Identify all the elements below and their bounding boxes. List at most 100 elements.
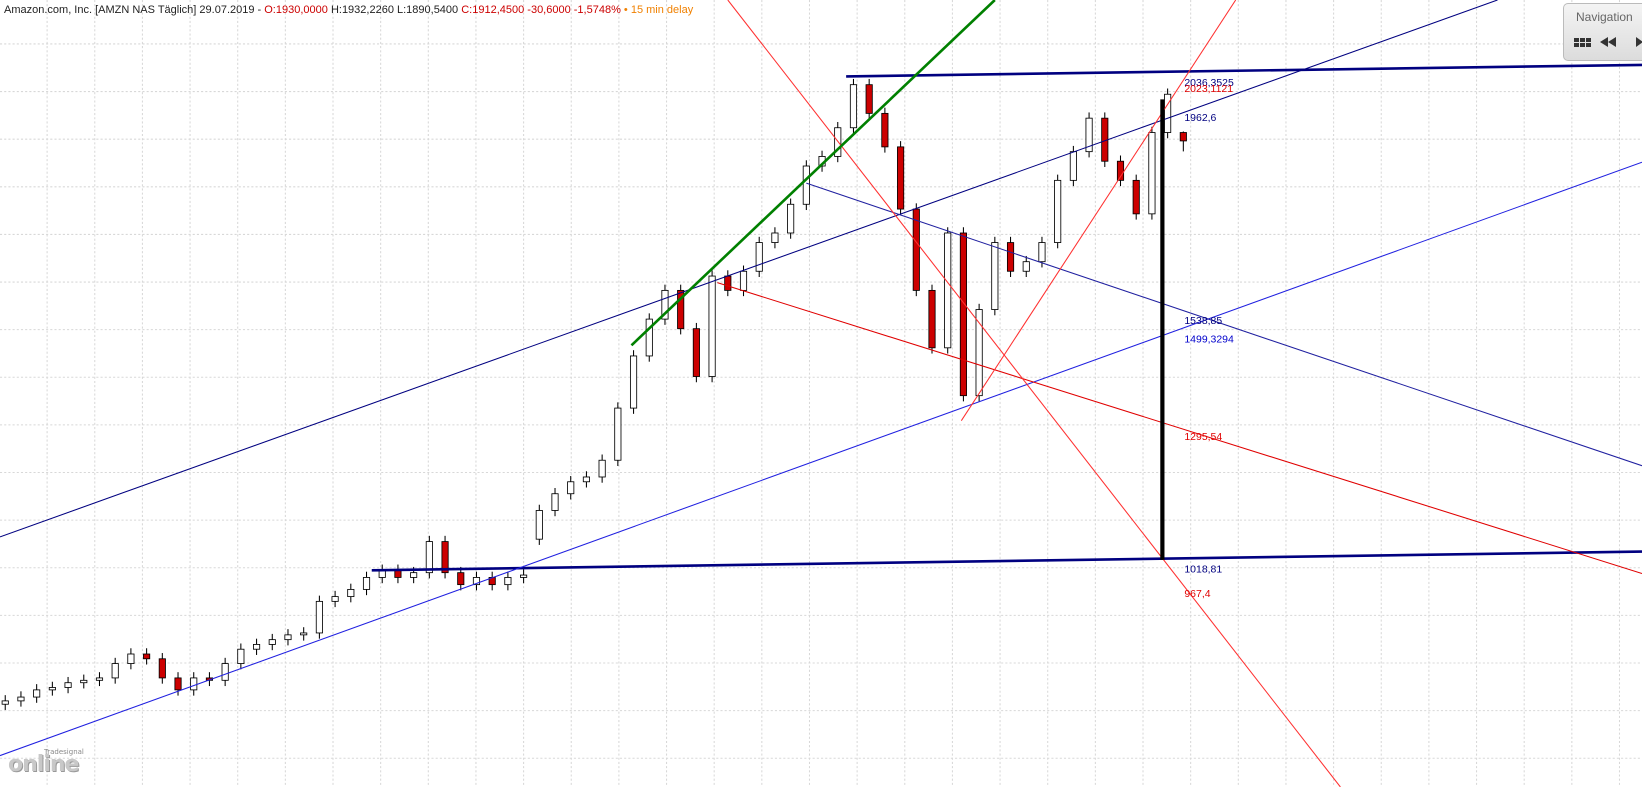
candle-body — [677, 289, 685, 330]
candle-body — [645, 318, 653, 357]
level-label: 2023,1121 — [1184, 84, 1233, 95]
candle-body — [928, 289, 936, 349]
candle-body — [661, 289, 669, 320]
candle-body — [221, 663, 229, 681]
candle-body — [111, 663, 119, 679]
level-label: 1538,85 — [1184, 316, 1222, 327]
level-label: 1295,54 — [1184, 432, 1222, 443]
trend-line — [806, 182, 1642, 467]
candle-body — [17, 696, 25, 702]
candle-body — [441, 541, 449, 574]
candle-body — [237, 648, 245, 664]
candle-body — [739, 270, 748, 291]
candle-body — [284, 634, 292, 641]
candle-body — [158, 658, 166, 679]
candle-body — [520, 574, 528, 578]
level-label: 1499,3294 — [1184, 335, 1234, 346]
candle-body — [300, 632, 308, 636]
logo-text: online — [8, 752, 79, 777]
logo-brand: Tradesignal — [44, 748, 84, 756]
candle-body — [504, 577, 512, 586]
candle-body — [912, 208, 920, 291]
level-label: 967,4 — [1184, 589, 1210, 600]
trend-line — [846, 63, 1642, 78]
trend-line — [630, 0, 996, 347]
candle-body — [692, 328, 700, 377]
candle-body — [362, 577, 371, 590]
trend-line — [717, 282, 1642, 575]
candles — [1, 78, 1187, 710]
candle-body — [598, 459, 606, 478]
candle-body — [457, 572, 465, 586]
candle-body — [1179, 132, 1187, 142]
candle-body — [881, 112, 889, 148]
candle-body — [802, 165, 810, 205]
candle-body — [347, 588, 355, 598]
candle-body — [315, 600, 323, 634]
close: C:1912,4500 -30,6000 -1,5748% — [461, 4, 621, 16]
navigation-title: Navigation — [1576, 10, 1633, 24]
candle-body — [1038, 242, 1046, 263]
candle-body — [944, 232, 952, 349]
trend-line — [960, 0, 1237, 421]
open: O:1930,0000 — [264, 4, 328, 16]
candle-body — [331, 596, 339, 602]
candle-body — [787, 203, 795, 234]
candle-body — [724, 275, 732, 291]
candle-body — [551, 493, 559, 511]
candle-body — [975, 309, 983, 397]
nav-icons — [1574, 37, 1642, 47]
candle-body — [190, 677, 198, 691]
candle-body — [425, 541, 433, 574]
candle-body — [708, 275, 716, 377]
candle-body — [48, 687, 56, 691]
candle-body — [1054, 179, 1062, 243]
candle-body — [755, 242, 763, 272]
candle-body — [472, 577, 481, 586]
candle-body — [64, 682, 72, 688]
candle-body — [771, 232, 779, 243]
candle-body — [614, 407, 622, 461]
candle-body — [1148, 132, 1156, 215]
candle-body — [95, 677, 104, 681]
candle-body — [143, 653, 151, 660]
candle-body — [991, 242, 999, 310]
candle-body — [33, 689, 41, 698]
trend-line — [371, 550, 1642, 572]
candle-body — [1132, 179, 1140, 215]
navigation-panel[interactable]: Navigation — [1563, 3, 1642, 61]
candle-body — [1069, 151, 1077, 181]
candle-body — [629, 355, 638, 409]
header: Amazon.com, Inc. [AMZN NAS Täglich] 29.0… — [4, 4, 693, 16]
candle-body — [1, 700, 9, 705]
candle-body — [959, 232, 967, 397]
symbol: Amazon.com, Inc. [AMZN NAS Täglich] 29.0… — [4, 4, 262, 16]
trend-line — [727, 0, 1341, 787]
candle-body — [174, 677, 182, 691]
candle-body — [127, 653, 135, 664]
candle-body — [897, 146, 905, 210]
delay: • 15 min delay — [623, 4, 694, 16]
candle-body — [1116, 160, 1125, 181]
trend-line — [0, 0, 1498, 538]
candle-body — [410, 572, 418, 578]
candle-body — [535, 510, 543, 540]
trend-line — [0, 161, 1642, 757]
candle-body — [1085, 117, 1093, 153]
level-label: 1962,6 — [1184, 113, 1216, 124]
candle-body — [80, 679, 88, 684]
candle-body — [849, 84, 858, 129]
level-label: 2036,3525 — [1184, 78, 1234, 89]
candle-body — [1164, 93, 1172, 133]
candle-body — [865, 84, 873, 114]
candle-body — [1006, 242, 1015, 272]
candle-body — [268, 639, 276, 645]
candle-body — [394, 569, 402, 578]
candle-body — [253, 644, 261, 650]
candle-body — [582, 476, 590, 483]
